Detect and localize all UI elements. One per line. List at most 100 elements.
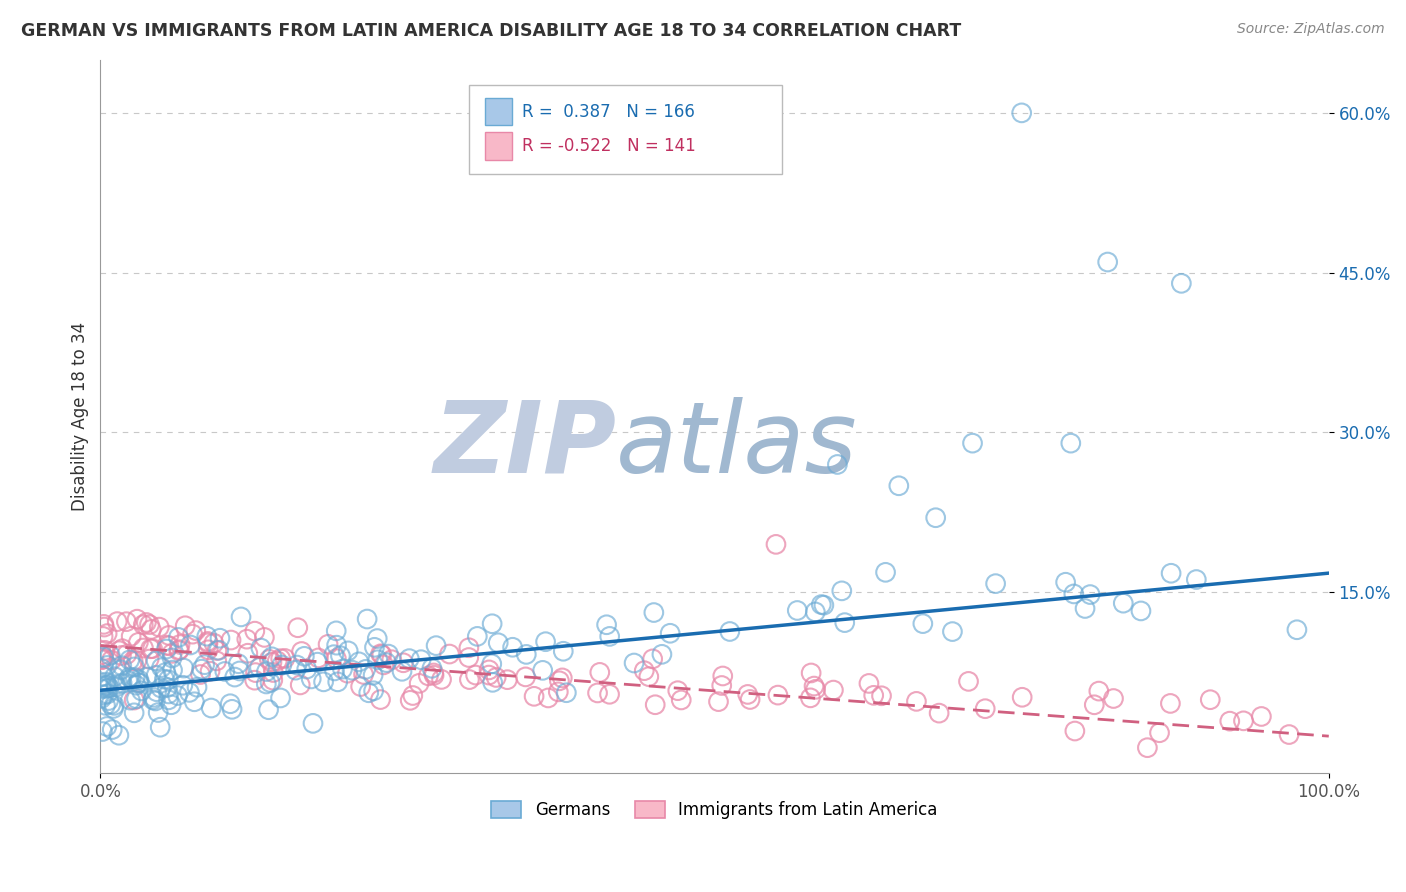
Point [157,639,180,653]
Point [659,626,682,640]
Point [831,583,853,598]
Point [551,671,574,685]
Point [420,661,443,675]
Point [1011,106,1033,120]
Point [875,566,897,580]
Point [481,616,503,631]
Point [1011,690,1033,705]
Point [810,598,832,612]
Point [287,621,309,635]
Point [984,576,1007,591]
Point [250,641,273,656]
Point [478,663,501,677]
Point [302,716,325,731]
Point [156,638,179,652]
Point [329,648,352,663]
Point [125,612,148,626]
Point [169,642,191,657]
Point [208,643,231,657]
Point [108,728,131,742]
Point [350,680,373,694]
Point [555,686,578,700]
Point [941,624,963,639]
Point [179,685,201,699]
Point [666,683,689,698]
Text: GERMAN VS IMMIGRANTS FROM LATIN AMERICA DISABILITY AGE 18 TO 34 CORRELATION CHAR: GERMAN VS IMMIGRANTS FROM LATIN AMERICA … [21,22,962,40]
Point [354,662,377,676]
Point [381,653,404,667]
Point [157,673,180,687]
Point [100,698,122,712]
Point [195,629,218,643]
Point [738,692,761,706]
Point [1054,575,1077,590]
Point [249,660,271,674]
Point [786,603,808,617]
Point [375,656,398,670]
Point [547,685,569,699]
Point [974,701,997,715]
Point [183,695,205,709]
Point [1285,623,1308,637]
Point [90,681,112,696]
Point [765,537,787,551]
Point [157,628,180,642]
Point [208,631,231,645]
Point [128,673,150,687]
Point [707,695,730,709]
Point [718,624,741,639]
Point [409,653,432,667]
Point [671,693,693,707]
Point [167,643,190,657]
Point [1185,573,1208,587]
Point [804,605,827,619]
Point [142,690,165,705]
Point [110,663,132,677]
Point [120,672,142,686]
Point [236,632,259,647]
Point [641,652,664,666]
Point [599,687,621,701]
Point [290,644,312,658]
Point [905,694,928,708]
Point [90,653,112,667]
Point [120,629,142,643]
Point [1078,588,1101,602]
Point [1170,277,1192,291]
Point [270,651,292,665]
Point [243,673,266,688]
Point [125,678,148,692]
Point [478,668,501,682]
Point [194,657,217,672]
Point [800,665,823,680]
Point [464,668,486,682]
Point [425,639,447,653]
Point [91,652,114,666]
Point [408,676,430,690]
Point [366,632,388,646]
Point [150,660,173,674]
Point [299,672,322,686]
Legend: Germans, Immigrants from Latin America: Germans, Immigrants from Latin America [485,794,945,826]
Point [485,670,508,684]
Point [465,629,488,643]
Point [91,669,114,683]
Point [138,617,160,632]
Point [96,658,118,673]
Point [125,654,148,668]
Point [402,689,425,703]
Point [105,680,128,694]
Point [274,651,297,665]
Point [637,670,659,684]
Point [259,675,281,690]
Point [94,643,117,657]
Point [523,690,546,704]
Point [115,648,138,662]
Point [340,663,363,677]
Point [221,702,243,716]
Point [357,686,380,700]
Point [458,673,481,687]
Point [120,693,142,707]
Point [1102,691,1125,706]
Point [94,678,117,692]
